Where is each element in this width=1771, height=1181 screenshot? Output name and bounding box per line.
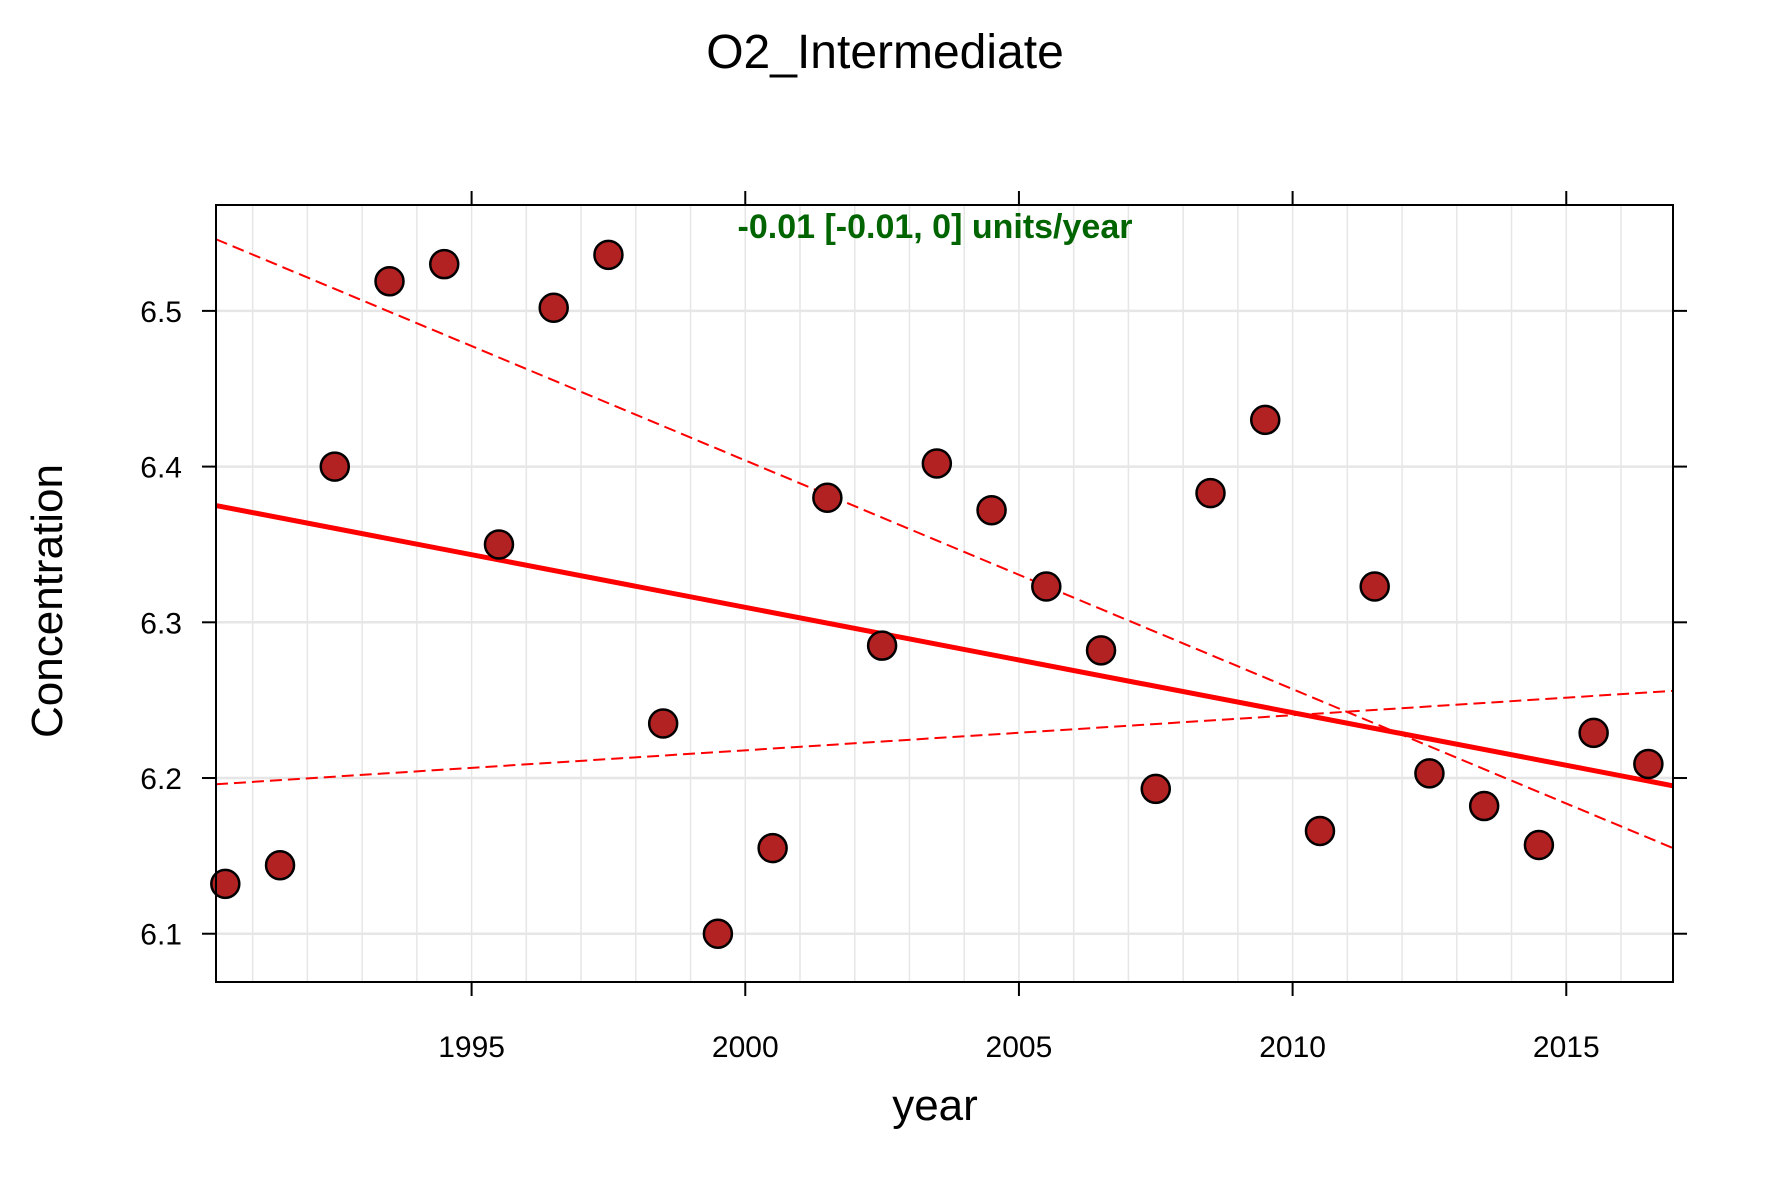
x-tick-label: 1995 (438, 1031, 505, 1064)
data-point (812, 482, 843, 513)
plot-frame (215, 204, 1674, 983)
grid (216, 205, 1673, 982)
plot-area (210, 238, 1674, 949)
data-point (1304, 815, 1336, 847)
data-point (702, 918, 734, 949)
chart-title: O2_Intermediate (706, 26, 1064, 79)
data-point (1633, 748, 1664, 780)
data-point (866, 630, 898, 661)
y-tick-label: 6.3 (140, 607, 182, 640)
data-point (319, 451, 351, 482)
x-tick-label: 2005 (986, 1031, 1053, 1064)
data-point (483, 529, 515, 560)
x-tick-label: 2000 (712, 1031, 779, 1064)
trend-line (215, 503, 1674, 789)
data-point (1468, 790, 1500, 822)
y-tick-label: 6.1 (140, 919, 182, 952)
data-point (647, 708, 679, 739)
data-point (1140, 773, 1172, 805)
y-tick-label: 6.5 (140, 296, 182, 329)
data-point (1085, 635, 1117, 666)
y-tick-label: 6.4 (140, 452, 182, 485)
data-point (593, 239, 624, 271)
ci-line-lower (215, 689, 1674, 786)
data-point (428, 248, 460, 280)
data-point (976, 494, 1007, 526)
data-point (921, 448, 953, 479)
y-tick-label: 6.2 (140, 763, 182, 796)
data-point (757, 832, 788, 864)
x-tick-label: 2010 (1259, 1031, 1326, 1064)
data-point (1359, 571, 1390, 602)
x-axis-label: year (892, 1081, 978, 1130)
data-point (264, 849, 296, 881)
axis-ticks: 1995 2000 2005 2010 2015 6.1 6.2 6.3 6.4 6.5 (140, 191, 1687, 1064)
data-point (1578, 717, 1609, 749)
y-axis-label: Concentration (23, 464, 72, 738)
data-point (1195, 477, 1226, 509)
data-point (1523, 829, 1555, 861)
data-point (210, 868, 241, 900)
data-point (374, 266, 405, 297)
x-tick-label: 2015 (1533, 1031, 1600, 1064)
trend-annotation: -0.01 [-0.01, 0] units/year (738, 208, 1133, 246)
data-point (1031, 571, 1062, 602)
data-point (1414, 758, 1445, 789)
data-point (1249, 404, 1281, 436)
data-point (538, 292, 569, 324)
ci-line-upper (215, 238, 1674, 850)
